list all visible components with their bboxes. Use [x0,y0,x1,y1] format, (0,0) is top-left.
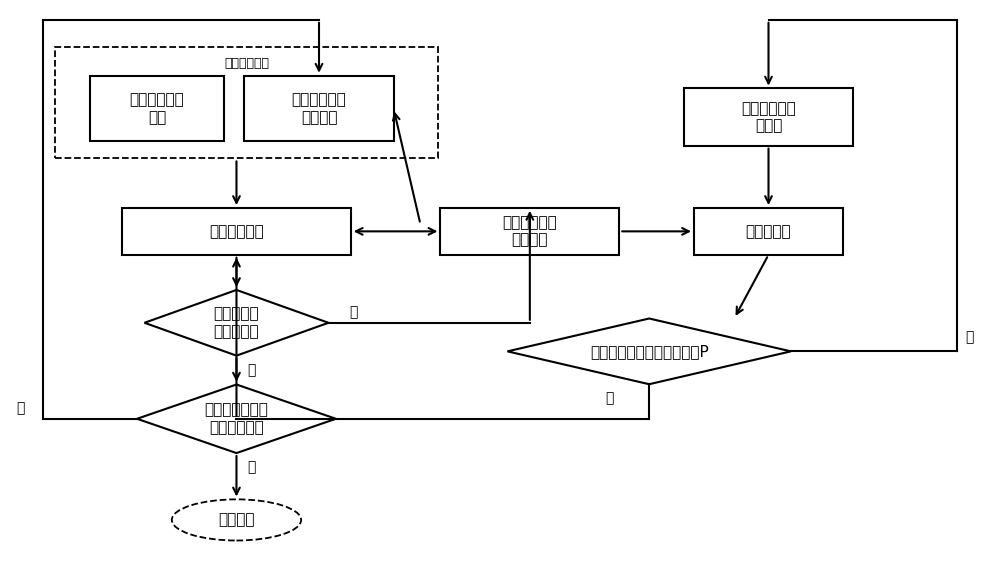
Text: 网络历史数据
收集器: 网络历史数据 收集器 [741,101,796,133]
Text: 目标切换网络是
否为当前网络: 目标切换网络是 否为当前网络 [205,403,268,435]
Bar [90,76,224,141]
Bar [244,76,394,141]
Text: 用户业务请求
参数: 用户业务请求 参数 [130,92,184,125]
Text: 贝叶斯模型: 贝叶斯模型 [746,224,791,239]
Text: 否: 否 [965,330,974,344]
Text: 是: 是 [16,402,25,415]
Bar [55,47,438,159]
Text: 目标切换网络
服务参数: 目标切换网络 服务参数 [292,92,346,125]
Text: 切换判决模型: 切换判决模型 [209,224,264,239]
Text: 是: 是 [349,305,358,320]
Text: 否: 否 [247,363,256,377]
Text: 是: 是 [605,392,614,406]
Bar [694,208,843,255]
Text: 用户速度改
变是否频繁: 用户速度改 变是否频繁 [214,306,259,339]
Text: 网络监测单元: 网络监测单元 [224,57,269,70]
Text: 否: 否 [247,460,256,474]
Text: 执行切换: 执行切换 [218,512,255,527]
Bar [684,88,853,145]
Bar [122,208,351,255]
Polygon shape [144,290,328,355]
Text: 切换成功概率是否大于阈值P: 切换成功概率是否大于阈值P [590,344,709,359]
Text: 用户运动状态
检测单元: 用户运动状态 检测单元 [502,215,557,248]
Polygon shape [137,384,336,453]
Bar [440,208,619,255]
Polygon shape [507,319,791,384]
Ellipse shape [172,499,301,541]
